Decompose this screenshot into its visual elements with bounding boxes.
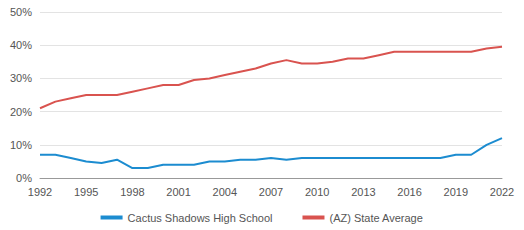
svg-text:10%: 10% bbox=[10, 139, 32, 151]
svg-text:2001: 2001 bbox=[166, 186, 190, 198]
svg-text:2019: 2019 bbox=[444, 186, 468, 198]
svg-text:0%: 0% bbox=[16, 172, 32, 184]
svg-text:2007: 2007 bbox=[259, 186, 283, 198]
svg-text:1992: 1992 bbox=[28, 186, 52, 198]
svg-text:2022: 2022 bbox=[490, 186, 514, 198]
svg-text:1998: 1998 bbox=[120, 186, 144, 198]
svg-text:2010: 2010 bbox=[305, 186, 329, 198]
svg-text:30%: 30% bbox=[10, 72, 32, 84]
svg-text:40%: 40% bbox=[10, 39, 32, 51]
svg-text:Cactus Shadows High School: Cactus Shadows High School bbox=[128, 212, 273, 224]
svg-text:50%: 50% bbox=[10, 6, 32, 18]
svg-text:20%: 20% bbox=[10, 106, 32, 118]
svg-text:2004: 2004 bbox=[213, 186, 237, 198]
svg-text:2013: 2013 bbox=[351, 186, 375, 198]
svg-text:1995: 1995 bbox=[74, 186, 98, 198]
svg-text:(AZ) State Average: (AZ) State Average bbox=[329, 212, 422, 224]
svg-text:2016: 2016 bbox=[397, 186, 421, 198]
